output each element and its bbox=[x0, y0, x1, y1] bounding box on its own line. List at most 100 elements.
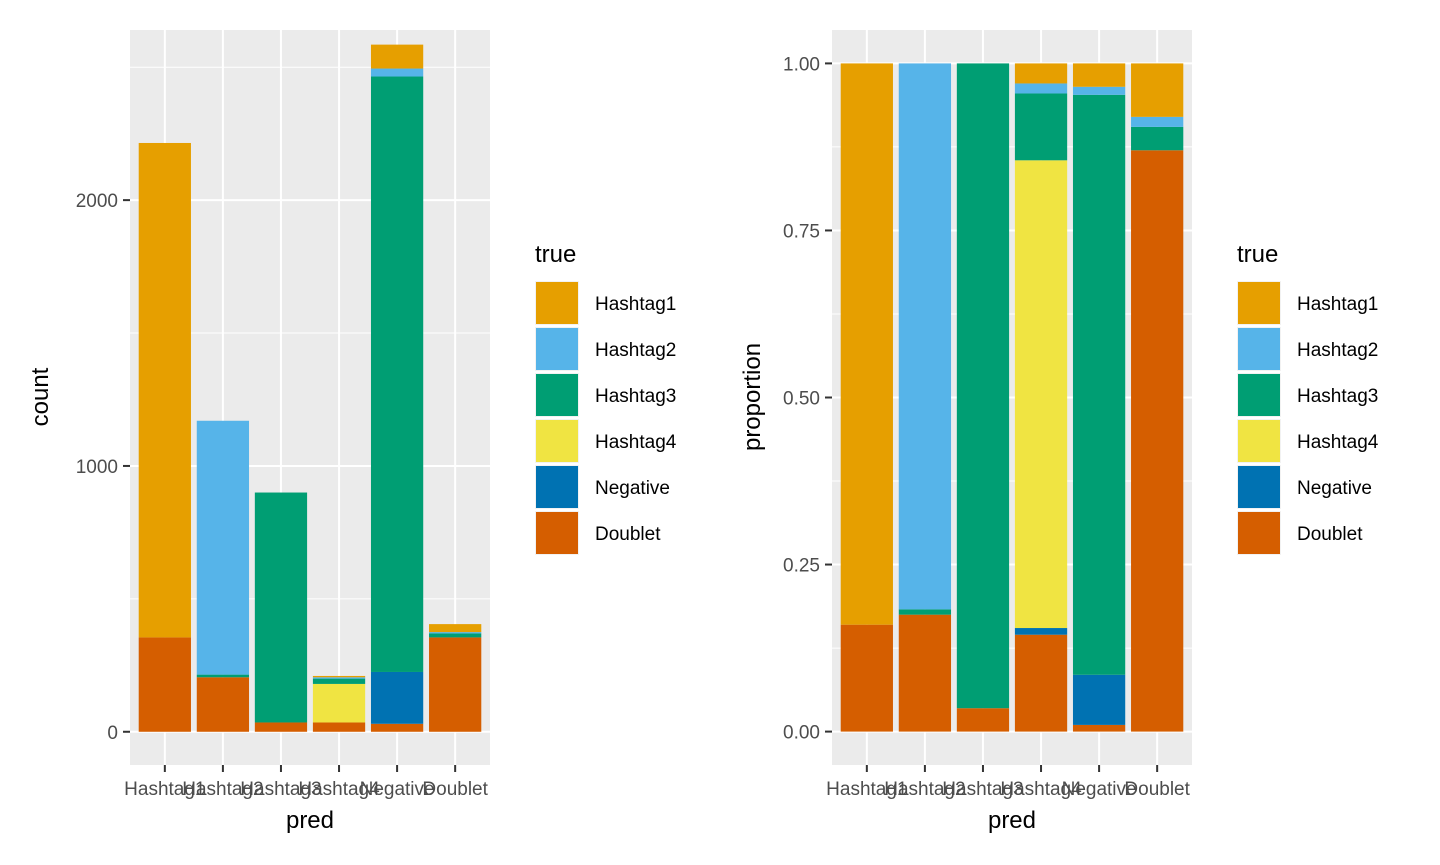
bar-Hashtag1-Doublet bbox=[138, 637, 191, 732]
y-tick-label: 0.00 bbox=[783, 723, 820, 744]
legend-label: Hashtag2 bbox=[1297, 340, 1378, 361]
bar-Hashtag2-Hashtag3 bbox=[196, 674, 250, 678]
legend-label: Hashtag1 bbox=[595, 294, 676, 315]
bar-Hashtag2-Doublet bbox=[898, 614, 952, 732]
x-tick-label: Hashtag1 bbox=[124, 779, 205, 800]
legend-title: true bbox=[535, 241, 576, 268]
x-axis-title: pred bbox=[286, 807, 334, 834]
x-tick-label: Hashtag2 bbox=[182, 779, 263, 800]
bar-Hashtag4-Hashtag1 bbox=[1014, 63, 1068, 84]
bar-Negative-Hashtag3 bbox=[370, 76, 424, 672]
bar-Hashtag2-Hashtag3 bbox=[898, 609, 952, 615]
legend-swatch bbox=[1238, 374, 1280, 416]
legend-label: Negative bbox=[595, 478, 670, 499]
bars bbox=[138, 44, 482, 732]
y-tick-label: 0 bbox=[107, 723, 118, 744]
y-axis-title: proportion bbox=[739, 343, 766, 451]
legend-title: true bbox=[1237, 241, 1278, 268]
bar-Negative-Negative bbox=[370, 671, 424, 724]
bar-Negative-Hashtag2 bbox=[1072, 86, 1126, 95]
bar-Hashtag4-Hashtag4 bbox=[312, 683, 366, 723]
bar-Hashtag3-Doublet bbox=[956, 708, 1010, 732]
legend-swatch bbox=[536, 374, 578, 416]
legend-swatch bbox=[536, 420, 578, 462]
bar-Doublet-Hashtag3 bbox=[429, 633, 482, 638]
legend-label: Hashtag3 bbox=[1297, 386, 1378, 407]
y-tick-label: 2000 bbox=[76, 191, 118, 212]
bar-Negative-Hashtag3 bbox=[1072, 94, 1126, 675]
x-axis: Hashtag1Hashtag2Hashtag3Hashtag4Negative… bbox=[124, 765, 489, 800]
legend-swatch bbox=[1238, 512, 1280, 554]
bar-Doublet-Hashtag2 bbox=[429, 632, 482, 634]
bars bbox=[840, 63, 1184, 732]
x-tick-label: Hashtag2 bbox=[884, 779, 965, 800]
legend-label: Hashtag3 bbox=[595, 386, 676, 407]
bar-Hashtag1-Doublet bbox=[840, 624, 893, 732]
legend-label: Negative bbox=[1297, 478, 1372, 499]
legend-label: Hashtag4 bbox=[1297, 432, 1379, 453]
bar-Doublet-Doublet bbox=[1131, 150, 1184, 732]
x-axis-title: pred bbox=[988, 807, 1036, 834]
x-tick-label: Negative bbox=[360, 779, 435, 800]
legend-swatch bbox=[1238, 282, 1280, 324]
legend-swatch bbox=[1238, 420, 1280, 462]
bar-Negative-Hashtag2 bbox=[370, 68, 424, 77]
bar-Hashtag4-Hashtag2 bbox=[1014, 83, 1068, 94]
legend-swatch bbox=[536, 512, 578, 554]
x-tick-label: Doublet bbox=[1124, 779, 1190, 800]
legend-swatch bbox=[536, 466, 578, 508]
x-tick-label: Hashtag3 bbox=[240, 779, 321, 800]
x-tick-label: Doublet bbox=[422, 779, 488, 800]
x-tick-label: Hashtag4 bbox=[298, 779, 380, 800]
bar-Doublet-Hashtag1 bbox=[429, 624, 482, 633]
bar-Hashtag4-Hashtag1 bbox=[312, 675, 366, 678]
y-tick-label: 0.50 bbox=[783, 389, 820, 410]
bar-Hashtag3-Hashtag3 bbox=[254, 492, 308, 723]
y-tick-label: 0.25 bbox=[783, 556, 820, 577]
bar-Hashtag2-Hashtag2 bbox=[898, 63, 952, 610]
bar-Hashtag4-Hashtag4 bbox=[1014, 160, 1068, 629]
legend-label: Doublet bbox=[595, 524, 661, 545]
bar-Doublet-Hashtag3 bbox=[1131, 126, 1184, 151]
y-tick-label: 0.75 bbox=[783, 221, 820, 242]
bar-Hashtag2-Hashtag2 bbox=[196, 420, 250, 675]
bar-Hashtag3-Hashtag3 bbox=[956, 63, 1010, 709]
bar-Negative-Hashtag1 bbox=[370, 44, 424, 69]
x-tick-label: Hashtag3 bbox=[942, 779, 1023, 800]
y-axis: 0 1000 2000 bbox=[76, 191, 130, 744]
bar-Hashtag4-Negative bbox=[1014, 628, 1068, 635]
bar-Hashtag4-Doublet bbox=[312, 722, 366, 732]
x-tick-label: Negative bbox=[1062, 779, 1137, 800]
legend-label: Hashtag1 bbox=[1297, 294, 1378, 315]
bar-Negative-Negative bbox=[1072, 674, 1126, 725]
bar-Hashtag2-Doublet bbox=[196, 677, 250, 732]
legend: true Hashtag1 Hashtag2 Hashtag3 Hashtag4 Nega… bbox=[1237, 241, 1379, 555]
bar-Doublet-Hashtag2 bbox=[1131, 116, 1184, 127]
bar-Hashtag4-Hashtag3 bbox=[312, 678, 366, 684]
legend-swatch bbox=[1238, 466, 1280, 508]
legend-label: Hashtag2 bbox=[595, 340, 676, 361]
bar-Hashtag4-Doublet bbox=[1014, 634, 1068, 732]
legend: true Hashtag1 Hashtag2 Hashtag3 Hashtag4 Nega… bbox=[535, 241, 677, 555]
legend-swatch bbox=[1238, 328, 1280, 370]
bar-Hashtag4-Hashtag3 bbox=[1014, 93, 1068, 161]
bar-Negative-Hashtag1 bbox=[1072, 63, 1126, 87]
proportion-panel: 0.000.250.500.751.00 Hashtag1Hashtag2Has… bbox=[739, 30, 1379, 834]
y-axis-title: count bbox=[27, 367, 54, 426]
bar-Negative-Doublet bbox=[370, 723, 424, 732]
x-tick-label: Hashtag4 bbox=[1000, 779, 1082, 800]
legend-label: Hashtag4 bbox=[595, 432, 677, 453]
legend-label: Doublet bbox=[1297, 524, 1363, 545]
bar-Doublet-Doublet bbox=[429, 637, 482, 732]
bar-Hashtag1-Hashtag1 bbox=[840, 63, 893, 625]
bar-Doublet-Hashtag1 bbox=[1131, 63, 1184, 117]
y-tick-label: 1000 bbox=[76, 457, 118, 478]
bar-Hashtag4-Hashtag2 bbox=[312, 677, 366, 679]
x-tick-label: Hashtag1 bbox=[826, 779, 907, 800]
bar-Hashtag3-Doublet bbox=[254, 722, 308, 732]
x-axis: Hashtag1Hashtag2Hashtag3Hashtag4Negative… bbox=[826, 765, 1191, 800]
y-axis: 0.00 0.25 0.50 0.75 1.00 bbox=[783, 54, 832, 744]
bar-Hashtag1-Hashtag1 bbox=[138, 142, 191, 638]
